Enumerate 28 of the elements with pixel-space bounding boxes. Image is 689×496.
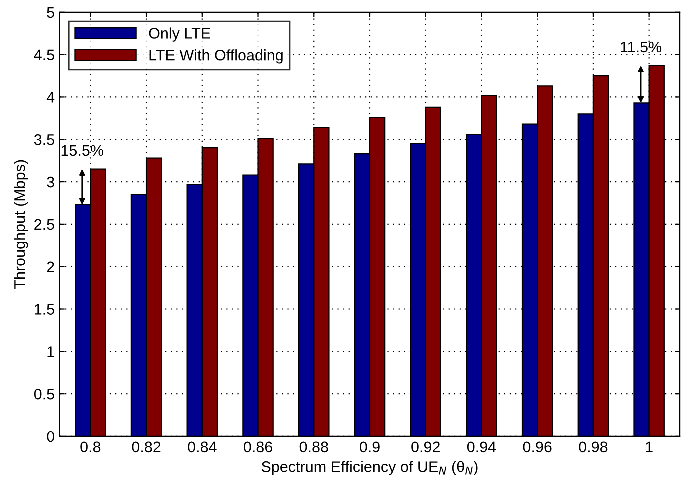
x-axis-title: Spectrum Efficiency of UE$_{N}$ (θ$_{N}$)	[262, 461, 478, 476]
y-tick-label: 4	[46, 92, 55, 103]
y-axis-title: Throughput (Mbps)	[14, 160, 28, 290]
y-tick-label: 4.5	[34, 50, 54, 60]
x-tick-label: 0.98	[579, 442, 608, 453]
x-tick-label: 0.9	[360, 442, 380, 453]
x-tick-label: 0.96	[523, 442, 552, 453]
x-tick-label: 0.92	[412, 442, 440, 453]
y-tick-label: 5	[47, 7, 54, 18]
x-tick-label: 0.84	[188, 442, 217, 453]
y-tick-label: 0	[47, 431, 54, 442]
x-tick-label: 1	[646, 442, 653, 452]
x-tick-label: 0.94	[467, 442, 496, 453]
annotation: 11.5%	[621, 42, 662, 53]
y-tick-label: 2	[47, 262, 54, 272]
y-tick-label: 1.5	[35, 304, 54, 315]
legend-label: Only LTE	[149, 28, 210, 42]
annotation: 15.5%	[62, 145, 104, 156]
x-tick-label: 0.88	[300, 442, 328, 453]
y-tick-label: 0.5	[34, 388, 54, 400]
y-tick-label: 3	[47, 176, 54, 188]
y-tick-label: 3.5	[34, 134, 54, 146]
y-tick-label: 1	[48, 346, 54, 358]
y-tick-label: 2.5	[34, 219, 54, 230]
x-tick-label: 0.86	[244, 442, 272, 453]
x-tick-label: 0.8	[80, 442, 101, 453]
legend-label: LTE With Offloading	[150, 50, 283, 64]
x-tick-label: 0.82	[132, 442, 161, 453]
